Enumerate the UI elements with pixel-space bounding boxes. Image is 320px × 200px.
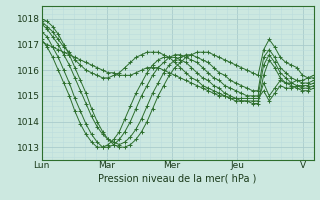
X-axis label: Pression niveau de la mer( hPa ): Pression niveau de la mer( hPa ) [99, 173, 257, 183]
